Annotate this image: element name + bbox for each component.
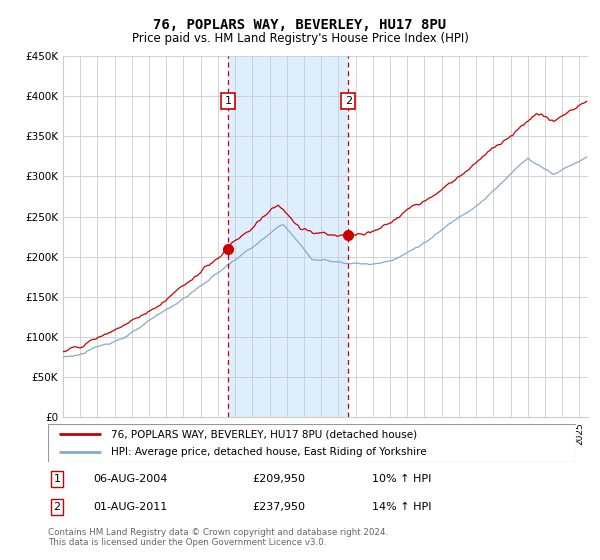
Text: £237,950: £237,950 — [252, 502, 305, 512]
Text: 1: 1 — [53, 474, 61, 484]
Text: 76, POPLARS WAY, BEVERLEY, HU17 8PU (detached house): 76, POPLARS WAY, BEVERLEY, HU17 8PU (det… — [112, 429, 418, 439]
Text: 01-AUG-2011: 01-AUG-2011 — [93, 502, 167, 512]
Text: Contains HM Land Registry data © Crown copyright and database right 2024.
This d: Contains HM Land Registry data © Crown c… — [48, 528, 388, 547]
Text: 14% ↑ HPI: 14% ↑ HPI — [372, 502, 431, 512]
Text: £209,950: £209,950 — [252, 474, 305, 484]
Text: HPI: Average price, detached house, East Riding of Yorkshire: HPI: Average price, detached house, East… — [112, 447, 427, 457]
Text: 10% ↑ HPI: 10% ↑ HPI — [372, 474, 431, 484]
Text: 76, POPLARS WAY, BEVERLEY, HU17 8PU: 76, POPLARS WAY, BEVERLEY, HU17 8PU — [154, 18, 446, 32]
Text: 2: 2 — [53, 502, 61, 512]
FancyBboxPatch shape — [48, 424, 576, 462]
Text: 2: 2 — [345, 96, 352, 106]
Text: Price paid vs. HM Land Registry's House Price Index (HPI): Price paid vs. HM Land Registry's House … — [131, 32, 469, 45]
Text: 06-AUG-2004: 06-AUG-2004 — [93, 474, 167, 484]
Text: 1: 1 — [224, 96, 232, 106]
